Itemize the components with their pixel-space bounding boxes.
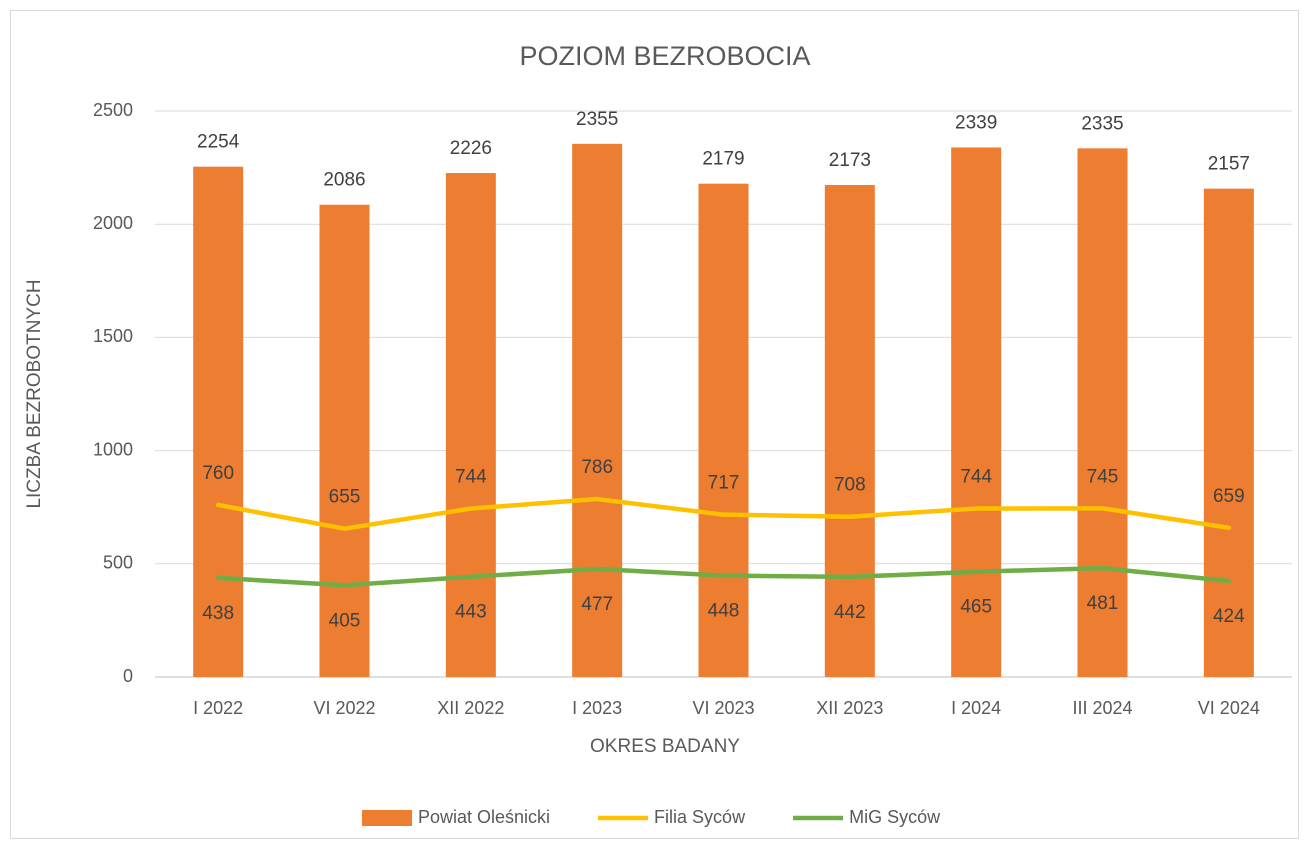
bar	[445, 173, 496, 677]
legend-label: MiG Syców	[849, 807, 941, 827]
data-label: 655	[329, 487, 361, 508]
x-axis-label: OKRES BADANY	[590, 736, 740, 757]
y-tick-label: 1000	[93, 439, 133, 459]
data-label: 477	[581, 594, 613, 615]
data-label: 745	[1087, 466, 1119, 487]
data-label: 2226	[450, 138, 492, 159]
x-tick-label: I 2022	[193, 698, 243, 718]
data-label: 2179	[702, 149, 744, 170]
x-tick-label: I 2024	[951, 698, 1001, 718]
data-label: 2355	[576, 109, 618, 130]
bar	[1077, 148, 1128, 677]
data-label: 2335	[1081, 113, 1123, 134]
data-label: 2254	[197, 132, 240, 153]
x-tick-label: VI 2024	[1198, 698, 1260, 718]
legend-label: Powiat Oleśnicki	[418, 807, 550, 827]
legend-label: Filia Syców	[654, 807, 746, 827]
y-axis-label: LICZBA BEZROBOTNYCH	[24, 279, 45, 508]
x-tick-label: III 2024	[1072, 698, 1132, 718]
legend-swatch	[362, 810, 412, 826]
data-label: 442	[834, 602, 866, 623]
bar	[193, 166, 244, 677]
x-tick-label: VI 2022	[313, 698, 375, 718]
chart-title: POZIOM BEZROBOCIA	[519, 41, 810, 71]
x-tick-label: I 2023	[572, 698, 622, 718]
data-label: 786	[581, 457, 613, 478]
x-tick-label: XII 2022	[437, 698, 504, 718]
y-tick-label: 1500	[93, 326, 133, 346]
x-tick-label: VI 2023	[692, 698, 754, 718]
data-label: 744	[455, 467, 487, 488]
data-label: 465	[960, 597, 992, 618]
y-tick-label: 500	[103, 553, 133, 573]
bar	[824, 185, 875, 677]
y-tick-label: 2500	[93, 100, 133, 120]
data-label: 760	[202, 463, 234, 484]
y-tick-label: 2000	[93, 213, 133, 233]
data-label: 2157	[1208, 154, 1250, 175]
bar	[698, 183, 749, 678]
data-label: 443	[455, 602, 487, 623]
line-series	[215, 565, 1232, 588]
y-tick-label: 0	[123, 666, 133, 686]
data-label: 708	[834, 475, 866, 496]
data-label: 424	[1213, 606, 1245, 627]
data-label: 717	[708, 473, 740, 494]
data-label: 438	[202, 603, 234, 624]
data-label: 481	[1087, 593, 1119, 614]
data-label: 448	[708, 601, 740, 622]
bar	[1203, 188, 1254, 677]
x-tick-label: XII 2023	[816, 698, 883, 718]
data-label: 659	[1213, 486, 1245, 507]
data-label: 744	[960, 467, 992, 488]
line-series	[215, 496, 1232, 531]
data-label: 405	[329, 610, 361, 631]
bar	[951, 147, 1002, 678]
bar	[319, 204, 370, 677]
data-label: 2339	[955, 112, 997, 133]
data-label: 2173	[829, 150, 871, 171]
bar	[572, 143, 623, 677]
data-label: 2086	[323, 170, 365, 191]
